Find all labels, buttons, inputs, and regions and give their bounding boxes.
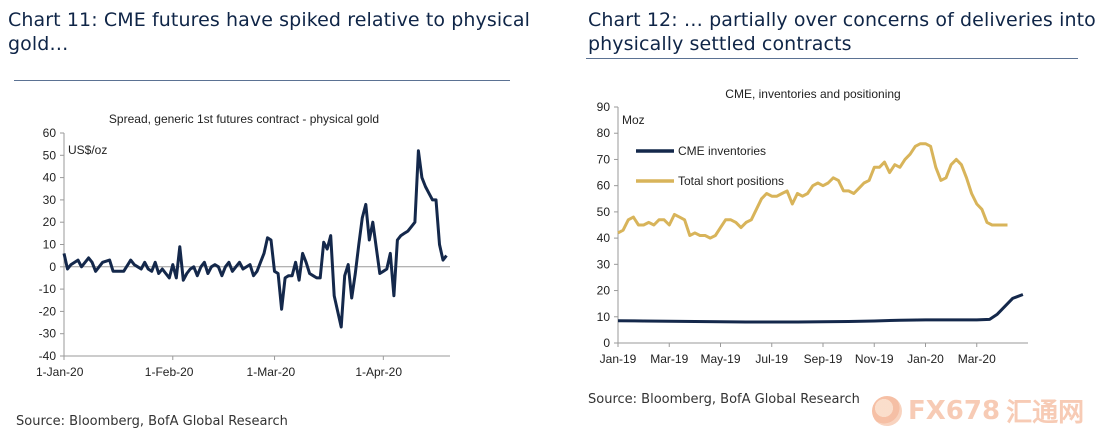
spread-chart-title: Spread, generic 1st futures contract - p… <box>109 112 379 126</box>
left-title-rule <box>14 80 510 81</box>
total-short-positions-line <box>617 142 1008 240</box>
spread-y-tick-label: 60 <box>43 126 57 140</box>
spread-chart: Spread, generic 1st futures contract - p… <box>36 112 450 379</box>
spread-y-tick-label: 50 <box>43 148 57 162</box>
cme-chart-ylabel: Moz <box>622 113 645 127</box>
legend-label-cme-inventories: CME inventories <box>678 144 766 158</box>
left-title-line2: gold… <box>8 33 69 55</box>
watermark-logo-icon <box>872 395 902 426</box>
spread-y-tick-label: -20 <box>39 304 57 318</box>
watermark-text: FX678 <box>908 395 1001 426</box>
spread-chart-ylabel: US$/oz <box>68 143 107 157</box>
right-source: Source: Bloomberg, BofA Global Research <box>588 392 860 407</box>
cme-y-tick-label: 80 <box>597 126 611 140</box>
cme-x-tick-label: Jan-19 <box>600 352 637 366</box>
spread-y-tick-label: 30 <box>43 193 57 207</box>
cme-x-tick-label: Mar-19 <box>650 352 688 366</box>
spread-series-line <box>62 149 448 329</box>
cme-y-tick-label: 20 <box>597 284 611 298</box>
spread-y-tick-label: 10 <box>43 238 57 252</box>
fx678-watermark: FX678 汇通网 <box>872 392 1084 429</box>
left-source: Source: Bloomberg, BofA Global Research <box>16 414 288 429</box>
right-title-rule <box>586 58 1078 59</box>
right-title-line2: physically settled contracts <box>588 33 852 55</box>
spread-x-tick-label: 1-Feb-20 <box>145 365 194 379</box>
cme-x-tick-label: Sep-19 <box>804 352 843 366</box>
cme-x-tick-label: Jan-20 <box>907 352 944 366</box>
cme-y-tick-label: 0 <box>603 336 610 350</box>
cme-x-tick-label: Mar-20 <box>958 352 996 366</box>
left-title-line1: Chart 11: CME futures have spiked relati… <box>8 9 530 31</box>
cme-x-tick-label: Nov-19 <box>855 352 894 366</box>
legend-label-total-short: Total short positions <box>678 174 784 188</box>
cme-y-tick-label: 10 <box>597 310 611 324</box>
spread-x-tick-label: 1-Apr-20 <box>355 365 402 379</box>
spread-y-tick-label: 20 <box>43 215 57 229</box>
cme-inventories-line <box>617 293 1024 324</box>
left-chart-title: Chart 11: CME futures have spiked relati… <box>8 8 530 56</box>
spread-y-tick-label: -40 <box>39 349 57 363</box>
cme-inventory-chart: CME, inventories and positioning Moz 90 8… <box>597 87 1028 366</box>
watermark-text-cn: 汇通网 <box>1006 398 1085 428</box>
spread-x-tick-label: 1-Jan-20 <box>36 365 84 379</box>
cme-y-tick-label: 70 <box>597 152 611 166</box>
cme-chart-title: CME, inventories and positioning <box>725 87 900 101</box>
cme-x-tick-label: Jul-19 <box>755 352 788 366</box>
spread-y-tick-label: -30 <box>39 327 57 341</box>
right-chart-title: Chart 12: … partially over concerns of d… <box>588 8 1096 56</box>
cme-y-tick-label: 50 <box>597 205 611 219</box>
spread-y-tick-label: -10 <box>39 282 57 296</box>
cme-y-tick-label: 30 <box>597 257 611 271</box>
spread-y-tick-label: 0 <box>49 260 56 274</box>
cme-y-tick-label: 40 <box>597 231 611 245</box>
spread-y-tick-label: 40 <box>43 171 57 185</box>
cme-x-tick-label: May-19 <box>700 352 740 366</box>
cme-y-tick-label: 60 <box>597 179 611 193</box>
cme-y-tick-label: 90 <box>597 100 611 114</box>
spread-x-tick-label: 1-Mar-20 <box>247 365 296 379</box>
right-title-line1: Chart 12: … partially over concerns of d… <box>588 9 1096 31</box>
